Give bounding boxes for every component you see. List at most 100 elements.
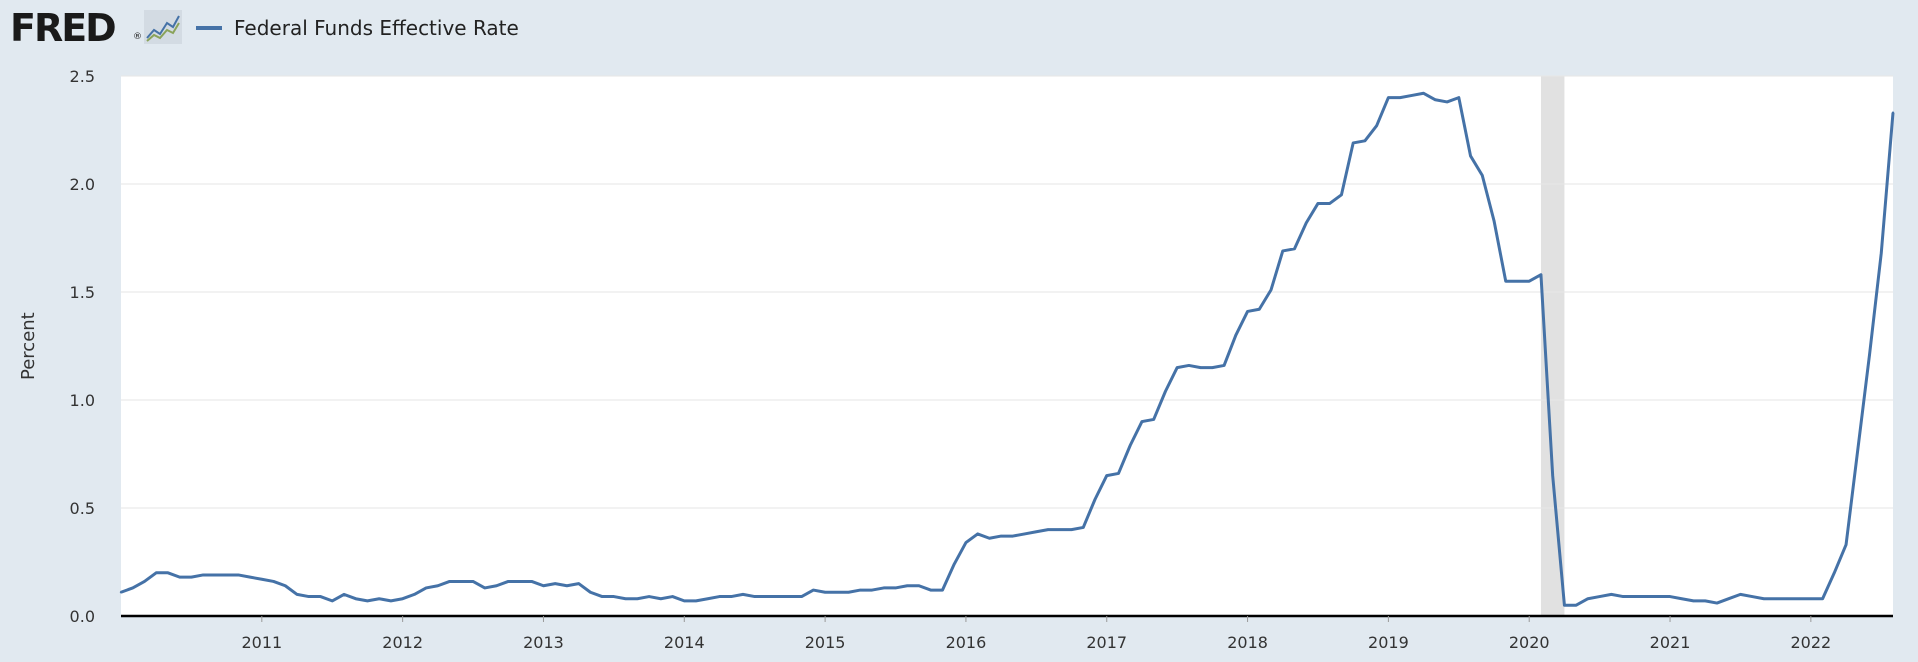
data-point[interactable]	[1621, 595, 1625, 598]
data-point[interactable]	[260, 578, 264, 581]
data-point[interactable]	[1351, 141, 1355, 145]
data-point[interactable]	[1586, 597, 1590, 600]
data-point[interactable]	[1727, 597, 1730, 600]
data-point[interactable]	[1680, 597, 1683, 600]
data-point[interactable]	[1070, 528, 1073, 531]
data-point[interactable]	[483, 586, 486, 590]
data-point[interactable]	[565, 584, 569, 587]
data-point[interactable]	[342, 593, 346, 596]
series-line[interactable]	[120, 91, 1895, 607]
data-point[interactable]	[143, 580, 146, 583]
data-point[interactable]	[1762, 597, 1766, 600]
data-point[interactable]	[436, 584, 440, 587]
data-point[interactable]	[929, 588, 932, 592]
data-point[interactable]	[1645, 595, 1648, 598]
data-point[interactable]	[1258, 308, 1261, 311]
data-point[interactable]	[1187, 364, 1191, 367]
data-point[interactable]	[894, 586, 897, 590]
data-point[interactable]	[1821, 597, 1824, 600]
data-point[interactable]	[1152, 418, 1155, 421]
data-point[interactable]	[988, 537, 991, 540]
data-point[interactable]	[1551, 474, 1554, 477]
data-point[interactable]	[1328, 202, 1331, 205]
data-point[interactable]	[1387, 96, 1390, 99]
data-point[interactable]	[788, 595, 792, 598]
data-point[interactable]	[1410, 94, 1414, 97]
data-point[interactable]	[730, 595, 733, 598]
data-point[interactable]	[741, 593, 745, 596]
data-point[interactable]	[460, 580, 463, 583]
data-point[interactable]	[1598, 595, 1601, 598]
data-point[interactable]	[1434, 98, 1437, 101]
fred-logo[interactable]: FRED	[10, 6, 117, 50]
data-point[interactable]	[624, 597, 627, 600]
data-point[interactable]	[1234, 334, 1238, 337]
data-point[interactable]	[1668, 595, 1672, 598]
data-point[interactable]	[1363, 139, 1367, 142]
data-point[interactable]	[1539, 273, 1543, 276]
data-point[interactable]	[1856, 448, 1859, 451]
data-point[interactable]	[1563, 604, 1566, 607]
data-point[interactable]	[694, 599, 698, 603]
data-point[interactable]	[1129, 444, 1132, 447]
data-point[interactable]	[1316, 202, 1320, 205]
data-point[interactable]	[1492, 219, 1496, 222]
data-point[interactable]	[1504, 280, 1507, 283]
legend[interactable]: Federal Funds Effective Rate	[196, 14, 519, 42]
data-point[interactable]	[1422, 92, 1425, 95]
data-point[interactable]	[1398, 96, 1402, 99]
data-point[interactable]	[213, 573, 217, 577]
data-point[interactable]	[1574, 604, 1578, 607]
data-point[interactable]	[1175, 366, 1179, 369]
data-point[interactable]	[1469, 154, 1472, 158]
data-point[interactable]	[1797, 597, 1801, 600]
data-point[interactable]	[248, 575, 252, 579]
data-point[interactable]	[1305, 221, 1308, 225]
data-point[interactable]	[1117, 472, 1120, 475]
data-point[interactable]	[671, 595, 674, 598]
data-point[interactable]	[225, 573, 228, 577]
data-point[interactable]	[1140, 420, 1144, 423]
data-point[interactable]	[307, 595, 310, 598]
data-point[interactable]	[1105, 474, 1108, 477]
data-point[interactable]	[413, 593, 416, 596]
data-point[interactable]	[683, 599, 686, 603]
data-point[interactable]	[1880, 251, 1883, 255]
data-point[interactable]	[823, 591, 827, 594]
data-point[interactable]	[1833, 571, 1836, 574]
data-point[interactable]	[812, 588, 815, 592]
data-point[interactable]	[155, 571, 158, 574]
data-point[interactable]	[906, 584, 909, 587]
data-point[interactable]	[1516, 280, 1519, 283]
data-point[interactable]	[401, 597, 404, 600]
data-point[interactable]	[272, 580, 275, 583]
data-point[interactable]	[776, 595, 780, 598]
data-point[interactable]	[284, 584, 287, 587]
data-point[interactable]	[1457, 96, 1461, 99]
data-point[interactable]	[589, 591, 592, 594]
data-point[interactable]	[1222, 364, 1226, 367]
data-point[interactable]	[1293, 247, 1296, 250]
data-point[interactable]	[1093, 498, 1097, 501]
data-point[interactable]	[1750, 595, 1754, 598]
data-point[interactable]	[542, 584, 545, 587]
data-point[interactable]	[647, 595, 651, 598]
data-point[interactable]	[237, 573, 240, 577]
data-point[interactable]	[882, 586, 885, 590]
data-point[interactable]	[1046, 528, 1050, 531]
data-point[interactable]	[1269, 288, 1273, 292]
data-point[interactable]	[1375, 124, 1378, 127]
data-point[interactable]	[131, 586, 134, 590]
data-point[interactable]	[952, 562, 956, 566]
data-point[interactable]	[718, 595, 721, 598]
data-point[interactable]	[1023, 532, 1026, 536]
data-point[interactable]	[1774, 597, 1777, 600]
data-point[interactable]	[1035, 530, 1038, 533]
data-point[interactable]	[424, 586, 428, 590]
data-point[interactable]	[1633, 595, 1637, 598]
data-point[interactable]	[612, 595, 616, 598]
data-point[interactable]	[964, 541, 968, 544]
data-point[interactable]	[166, 571, 170, 574]
data-point[interactable]	[1481, 174, 1484, 177]
data-point[interactable]	[1445, 100, 1449, 104]
